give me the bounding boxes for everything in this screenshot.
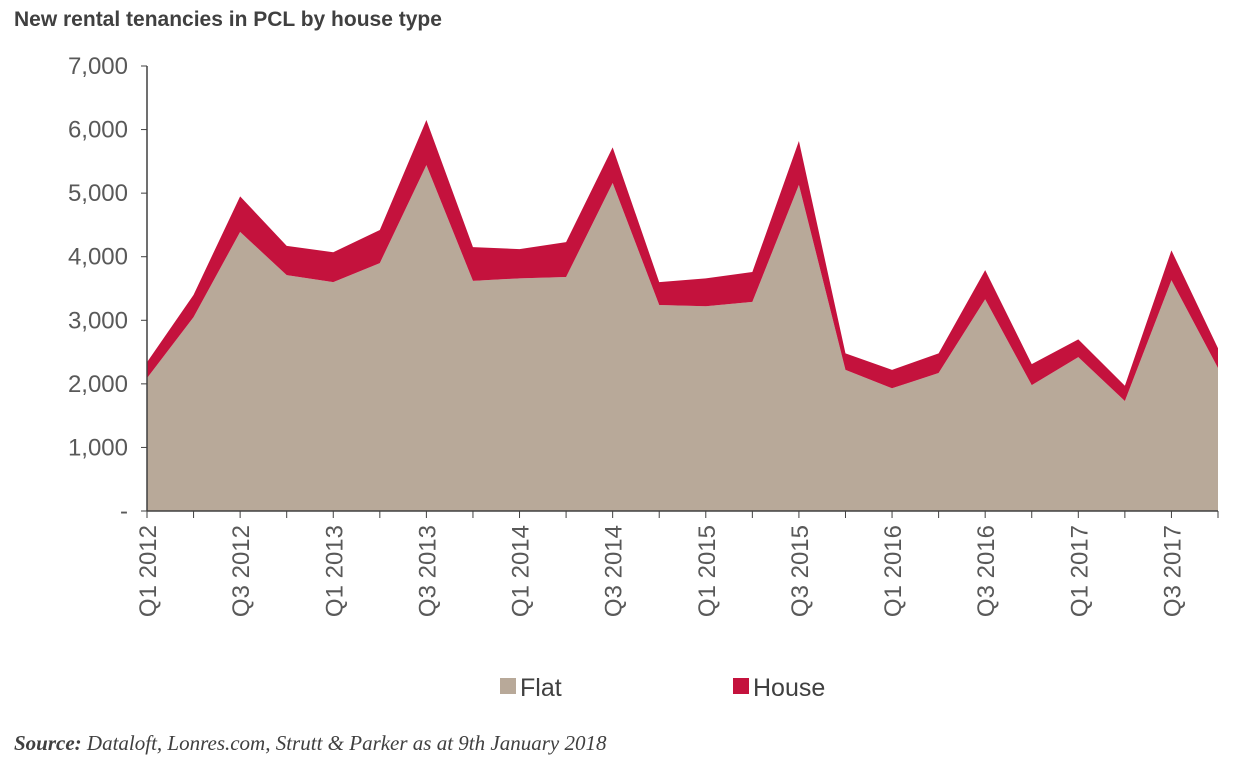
y-tick-label: 7,000 — [68, 53, 128, 80]
source-note: Source: Dataloft, Lonres.com, Strutt & P… — [14, 731, 607, 755]
chart-title: New rental tenancies in PCL by house typ… — [14, 8, 442, 31]
legend-swatch-flat — [500, 678, 516, 694]
legend-label-flat: Flat — [520, 674, 562, 702]
y-tick-label: 1,000 — [68, 434, 128, 461]
y-tick-label: 3,000 — [68, 307, 128, 334]
y-tick-label: 5,000 — [68, 180, 128, 207]
x-tick-label: Q1 2016 — [880, 525, 907, 617]
x-tick-label: Q3 2014 — [601, 525, 628, 617]
area-house — [147, 120, 1218, 402]
x-tick-label: Q1 2017 — [1066, 525, 1093, 617]
source-label: Source: — [14, 731, 82, 755]
y-tick-label: 6,000 — [68, 117, 128, 144]
x-tick-label: Q1 2015 — [694, 525, 721, 617]
x-tick-label: Q3 2013 — [414, 525, 441, 617]
y-tick-label: 2,000 — [68, 371, 128, 398]
x-tick-label: Q1 2013 — [321, 525, 348, 617]
x-tick-label: Q3 2016 — [973, 525, 1000, 617]
legend-swatch-house — [733, 678, 749, 694]
x-tick-label: Q3 2017 — [1159, 525, 1186, 617]
x-tick-label: Q1 2012 — [135, 525, 162, 617]
x-tick-label: Q1 2014 — [508, 525, 535, 617]
x-tick-label: Q3 2015 — [787, 525, 814, 617]
legend: Flat House — [500, 674, 825, 702]
x-tick-label: Q3 2012 — [228, 525, 255, 617]
area-flat — [147, 165, 1218, 511]
source-text: Dataloft, Lonres.com, Strutt & Parker as… — [82, 731, 607, 755]
y-tick-label: - — [120, 498, 128, 525]
legend-label-house: House — [753, 674, 825, 702]
y-tick-label: 4,000 — [68, 244, 128, 271]
